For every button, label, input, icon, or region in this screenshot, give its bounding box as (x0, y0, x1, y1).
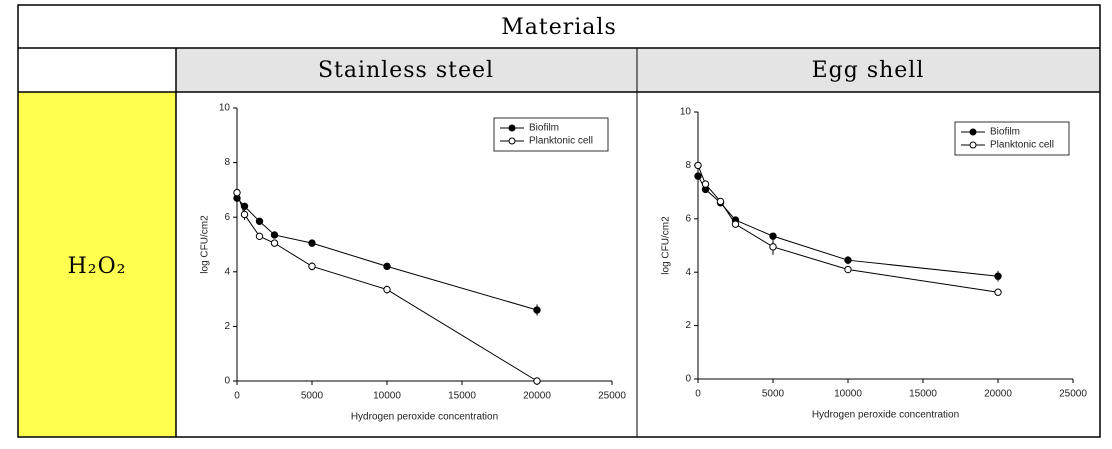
header-bg (176, 48, 1100, 92)
y-tick-label: 10 (680, 107, 692, 118)
marker (308, 262, 316, 271)
legend-marker (508, 137, 516, 145)
legend-label: Planktonic cell (529, 136, 593, 147)
marker (308, 239, 316, 247)
y-tick-label: 6 (224, 212, 230, 223)
x-tick-label: 25000 (1059, 389, 1087, 400)
marker (994, 288, 1002, 296)
marker (383, 262, 391, 271)
marker (240, 210, 249, 219)
y-tick-label: 4 (224, 266, 230, 277)
x-tick-label: 15000 (909, 389, 937, 400)
marker (270, 231, 279, 239)
y-tick-label: 4 (685, 267, 691, 278)
y-tick-label: 8 (224, 157, 230, 168)
legend-box (493, 117, 609, 152)
legend-marker (969, 128, 977, 136)
x-axis-title: Hydrogen peroxide concentration (812, 410, 959, 421)
x-tick-label: 10000 (373, 391, 401, 402)
x-tick-label: 10000 (834, 389, 862, 400)
legend-label: Planktonic cell (990, 140, 1054, 151)
marker (716, 197, 725, 206)
marker (533, 377, 541, 385)
x-tick-label: 0 (695, 389, 701, 400)
y-tick-label: 0 (685, 374, 691, 385)
marker (844, 265, 852, 274)
table-border (17, 4, 1101, 438)
y-tick-label: 2 (224, 321, 230, 332)
table-title: Materials (501, 15, 617, 40)
marker (701, 180, 710, 188)
y-tick-label: 0 (224, 376, 230, 387)
x-tick-label: 0 (234, 391, 240, 402)
x-tick-label: 20000 (984, 389, 1012, 400)
legend-marker (969, 141, 977, 149)
y-tick-label: 10 (219, 103, 231, 114)
marker (694, 172, 702, 180)
marker (255, 217, 264, 225)
marker (769, 232, 777, 240)
marker (533, 306, 541, 314)
legend-marker (508, 124, 516, 132)
x-axis-title: Hydrogen peroxide concentration (351, 412, 498, 423)
x-tick-label: 20000 (523, 391, 551, 402)
y-tick-label: 2 (685, 320, 691, 331)
legend-label: Biofilm (990, 127, 1020, 138)
marker (383, 285, 391, 294)
y-tick-label: 8 (685, 160, 691, 171)
y-axis-title: log CFU/cm2 (200, 215, 211, 274)
legend-box (954, 121, 1070, 156)
y-tick-label: 6 (685, 213, 691, 224)
marker (844, 256, 852, 264)
column-header: Egg shell (812, 58, 925, 83)
marker (233, 188, 241, 197)
marker (255, 232, 264, 241)
row-label-bg (18, 92, 176, 437)
marker (694, 161, 702, 170)
x-tick-label: 15000 (448, 391, 476, 402)
x-tick-label: 5000 (301, 391, 324, 402)
marker (731, 220, 740, 228)
marker (994, 272, 1002, 280)
marker (769, 243, 777, 251)
column-header: Stainless steel (318, 58, 494, 83)
row-label: H₂O₂ (68, 254, 127, 279)
marker (270, 239, 279, 247)
legend-label: Biofilm (529, 123, 559, 134)
x-tick-label: 25000 (598, 391, 626, 402)
y-axis-title: log CFU/cm2 (661, 216, 672, 275)
x-tick-label: 5000 (762, 389, 785, 400)
